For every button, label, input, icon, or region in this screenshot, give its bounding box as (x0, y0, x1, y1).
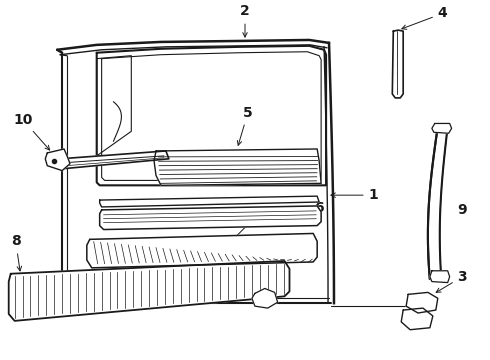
Polygon shape (60, 151, 169, 168)
Text: 4: 4 (402, 6, 447, 29)
Polygon shape (252, 288, 278, 308)
Text: 10: 10 (13, 113, 49, 150)
Polygon shape (87, 234, 317, 268)
Text: 1: 1 (331, 188, 378, 202)
Polygon shape (432, 123, 452, 133)
Polygon shape (154, 149, 321, 185)
Polygon shape (99, 196, 319, 207)
Text: 7: 7 (228, 211, 260, 244)
Polygon shape (392, 30, 403, 98)
Text: 8: 8 (11, 234, 22, 271)
Polygon shape (99, 206, 321, 230)
Text: 2: 2 (240, 4, 250, 37)
Polygon shape (401, 308, 433, 330)
Polygon shape (45, 149, 70, 171)
Text: 5: 5 (237, 105, 253, 145)
Polygon shape (428, 126, 448, 279)
Text: 9: 9 (458, 203, 467, 217)
Polygon shape (9, 261, 290, 321)
Polygon shape (406, 292, 438, 313)
Text: 6: 6 (293, 201, 324, 219)
Polygon shape (430, 271, 450, 283)
Text: 3: 3 (436, 270, 467, 292)
